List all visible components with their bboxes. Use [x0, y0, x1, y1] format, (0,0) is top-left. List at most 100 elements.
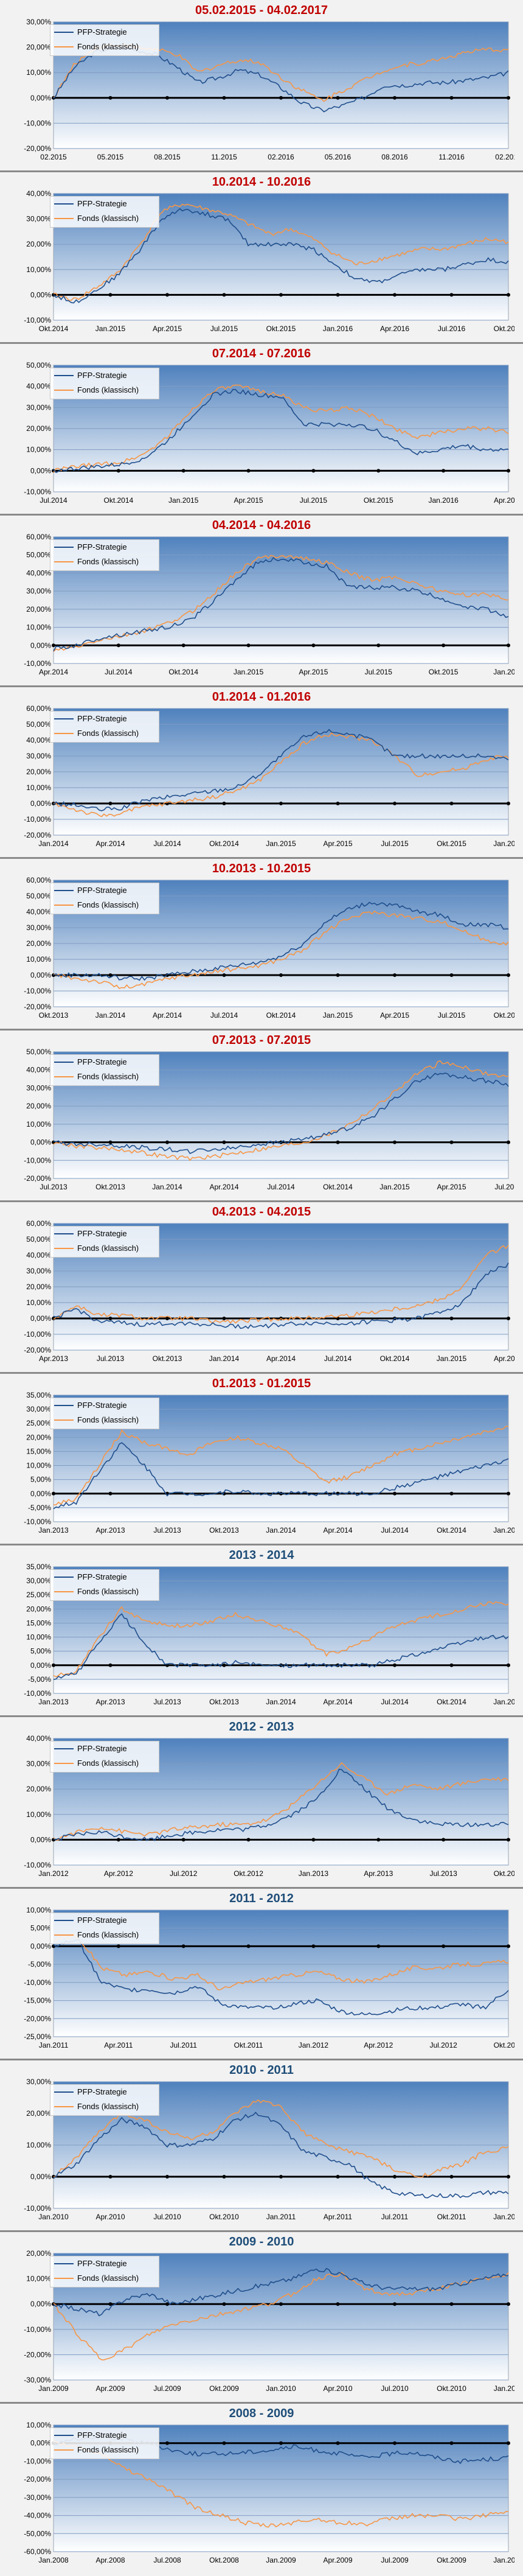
axis-marker [222, 2441, 226, 2445]
y-tick-label: -10,00% [24, 659, 51, 668]
chart-panel: 2012 - 2013 40,00% 30,00% 20,00% 10,00% 0,00%… [0, 1717, 523, 1888]
axis-marker [393, 293, 397, 297]
axis-marker [165, 293, 169, 297]
x-tick-label: Okt.2013 [39, 1011, 69, 1020]
legend-swatch [54, 547, 74, 548]
y-tick-label: -10,00% [24, 1978, 51, 1987]
legend-label: PFP-Strategie [77, 1057, 127, 1066]
legend-swatch [54, 1233, 74, 1234]
legend: PFP-Strategie Fonds (klassisch) [50, 883, 159, 914]
legend: PFP-Strategie Fonds (klassisch) [50, 539, 159, 571]
axis-marker [507, 1663, 510, 1667]
y-tick-label: 10,00% [26, 1298, 51, 1307]
legend-entry: PFP-Strategie [50, 1055, 159, 1069]
legend-label: PFP-Strategie [77, 714, 127, 723]
x-tick-label: Jul.2014 [153, 839, 181, 848]
x-tick-label: Apr.2015 [153, 324, 182, 333]
x-tick-label: Apr.2008 [95, 2556, 125, 2564]
legend-entry: PFP-Strategie [50, 1570, 159, 1584]
y-tick-label: 20,00% [26, 240, 51, 248]
y-tick-label: 10,00% [26, 955, 51, 964]
legend: PFP-Strategie Fonds (klassisch) [50, 1741, 159, 1773]
x-tick-label: Jan.2012 [38, 1869, 69, 1878]
axis-marker [222, 2175, 226, 2179]
chart-panel: 2008 - 2009 10,00% 0,00% -10,00% -20,00% -30,… [0, 2403, 523, 2575]
panel-separator [0, 1029, 523, 1031]
legend-entry: Fonds (klassisch) [50, 383, 159, 397]
axis-marker [507, 1838, 510, 1842]
axis-marker [376, 469, 381, 473]
legend-label: Fonds (klassisch) [77, 1587, 139, 1596]
y-tick-label: -10,00% [24, 2325, 51, 2334]
x-tick-label: Jan.2013 [38, 1526, 69, 1535]
axis-marker [222, 1317, 226, 1320]
x-tick-label: Apr.2014 [323, 1698, 352, 1706]
x-tick-label: Jan.2015 [323, 1011, 353, 1020]
x-tick-label: 08.2016 [381, 153, 408, 161]
y-tick-label: 0,00% [30, 1138, 51, 1147]
x-tick-label: Jul.2008 [153, 2556, 181, 2564]
x-tick-label: Jul.2014 [105, 668, 133, 676]
axis-marker [279, 802, 283, 805]
axis-marker [108, 2175, 113, 2179]
axis-marker [449, 2441, 454, 2445]
y-tick-label: 35,00% [26, 1563, 51, 1571]
legend: PFP-Strategie Fonds (klassisch) [50, 1398, 159, 1429]
x-tick-label: 11.2015 [211, 153, 237, 161]
axis-marker [116, 1838, 120, 1842]
x-tick-label: Apr.2014 [95, 839, 125, 848]
y-tick-label: 0,00% [30, 94, 51, 102]
y-tick-label: 50,00% [26, 551, 51, 559]
series-line-pfp [53, 729, 509, 811]
legend-entry: PFP-Strategie [50, 883, 159, 898]
y-tick-label: 50,00% [26, 1235, 51, 1244]
legend: PFP-Strategie Fonds (klassisch) [50, 24, 159, 56]
chart-title: 2013 - 2014 [229, 1549, 294, 1562]
x-tick-label: 02.2015 [40, 153, 67, 161]
y-tick-label: 10,00% [26, 446, 51, 454]
y-tick-label: -10,00% [24, 488, 51, 496]
x-tick-label: Jan.2011 [266, 2213, 296, 2221]
x-tick-label: Jul.2013 [153, 1698, 181, 1706]
series-line-pfp [53, 1073, 509, 1154]
x-tick-label: Jan.2010 [266, 2384, 296, 2393]
y-tick-label: 0,00% [30, 1835, 51, 1844]
y-tick-label: -5,00% [28, 1960, 51, 1969]
x-tick-label: Jan.2015 [168, 496, 199, 505]
y-tick-label: 20,00% [26, 1433, 51, 1441]
x-tick-label: Jan.2014 [266, 1526, 296, 1535]
x-tick-label: 05.2016 [325, 153, 352, 161]
x-tick-label: Jul.2015 [210, 324, 238, 333]
x-tick-label: Jul.2014 [210, 1011, 238, 1020]
legend-swatch [54, 1748, 74, 1749]
y-tick-label: -20,00% [24, 2350, 51, 2359]
x-tick-label: Jul.2013 [153, 1526, 181, 1535]
y-tick-label: -10,00% [24, 119, 51, 127]
y-tick-label: 10,00% [26, 623, 51, 632]
legend-swatch [54, 2106, 74, 2107]
x-tick-label: Okt.2015 [429, 668, 459, 676]
chart-svg: 35,00% 30,00% 25,00% 20,00% 15,00% 10,00% 5,00… [24, 1391, 514, 1535]
panel-separator [0, 857, 523, 859]
y-tick-label: -60,00% [24, 2547, 51, 2556]
x-tick-label: Jul.2014 [324, 1354, 352, 1363]
series-line-pfp [53, 1939, 509, 2016]
y-tick-label: 10,00% [26, 783, 51, 792]
x-tick-label: Okt.2014 [380, 1354, 410, 1363]
legend-label: PFP-Strategie [77, 199, 127, 208]
x-tick-label: Jan.2013 [299, 1869, 329, 1878]
x-tick-label: Jul.2014 [40, 496, 68, 505]
chart-title: 2009 - 2010 [229, 2235, 294, 2249]
x-tick-label: Okt.2011 [437, 2213, 466, 2221]
x-tick-label: Apr.2015 [323, 839, 352, 848]
chart-panel: 01.2014 - 01.2016 60,00% 50,00% 40,00% 30,00… [0, 687, 523, 858]
axis-marker [116, 643, 120, 648]
legend-label: Fonds (klassisch) [77, 1930, 139, 1939]
y-tick-label: 20,00% [26, 2249, 51, 2258]
y-tick-label: 35,00% [26, 1391, 51, 1399]
series-line-fonds [53, 1060, 509, 1161]
x-tick-label: Jan.2015 [234, 668, 264, 676]
x-tick-label: Jul.2014 [381, 1526, 409, 1535]
axis-marker [336, 802, 340, 805]
x-tick-label: Jan.2016 [323, 324, 353, 333]
